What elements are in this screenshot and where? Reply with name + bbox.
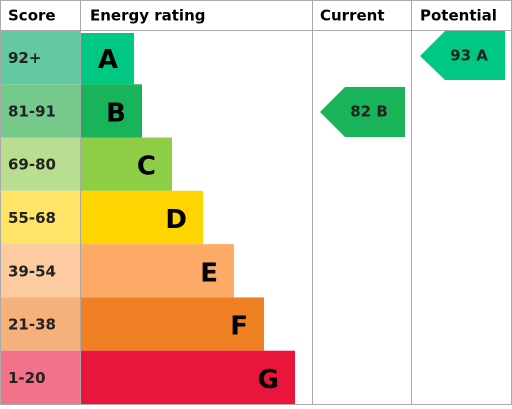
- score-label: 39-54: [8, 262, 56, 280]
- score-cell: [1, 84, 80, 138]
- band-bar: [81, 297, 264, 351]
- score-cell: [1, 297, 80, 351]
- band-letter: A: [98, 45, 118, 75]
- potential-arrow: [420, 31, 505, 80]
- band-letter: D: [165, 205, 187, 235]
- band-bar: [81, 350, 295, 404]
- band-letter: E: [200, 258, 218, 288]
- score-label: 92+: [8, 49, 41, 67]
- score-label: 55-68: [8, 209, 56, 227]
- band-bar: [81, 244, 234, 298]
- header-current: Current: [320, 7, 385, 25]
- potential-label: 93 A: [450, 47, 488, 65]
- score-label: 21-38: [8, 316, 56, 334]
- score-cell: [1, 137, 80, 191]
- score-label: 69-80: [8, 156, 56, 174]
- score-cell: [1, 244, 80, 298]
- current-label: 82 B: [350, 103, 388, 121]
- band-letter: G: [258, 365, 279, 395]
- header-rating: Energy rating: [90, 7, 205, 25]
- current-arrow: [320, 87, 405, 137]
- score-cell: [1, 31, 80, 85]
- band-bar: [81, 84, 142, 138]
- header-potential: Potential: [420, 7, 497, 25]
- score-label: 1-20: [8, 369, 46, 387]
- band-bar: [81, 137, 172, 191]
- band-letter: F: [230, 312, 248, 342]
- band-bar: [81, 190, 203, 245]
- score-label: 81-91: [8, 102, 56, 120]
- header-score: Score: [8, 7, 56, 25]
- score-cell: [1, 190, 80, 245]
- band-letter: C: [137, 152, 156, 182]
- score-cell: [1, 350, 80, 404]
- band-bar: [81, 33, 134, 85]
- band-letter: B: [106, 98, 126, 128]
